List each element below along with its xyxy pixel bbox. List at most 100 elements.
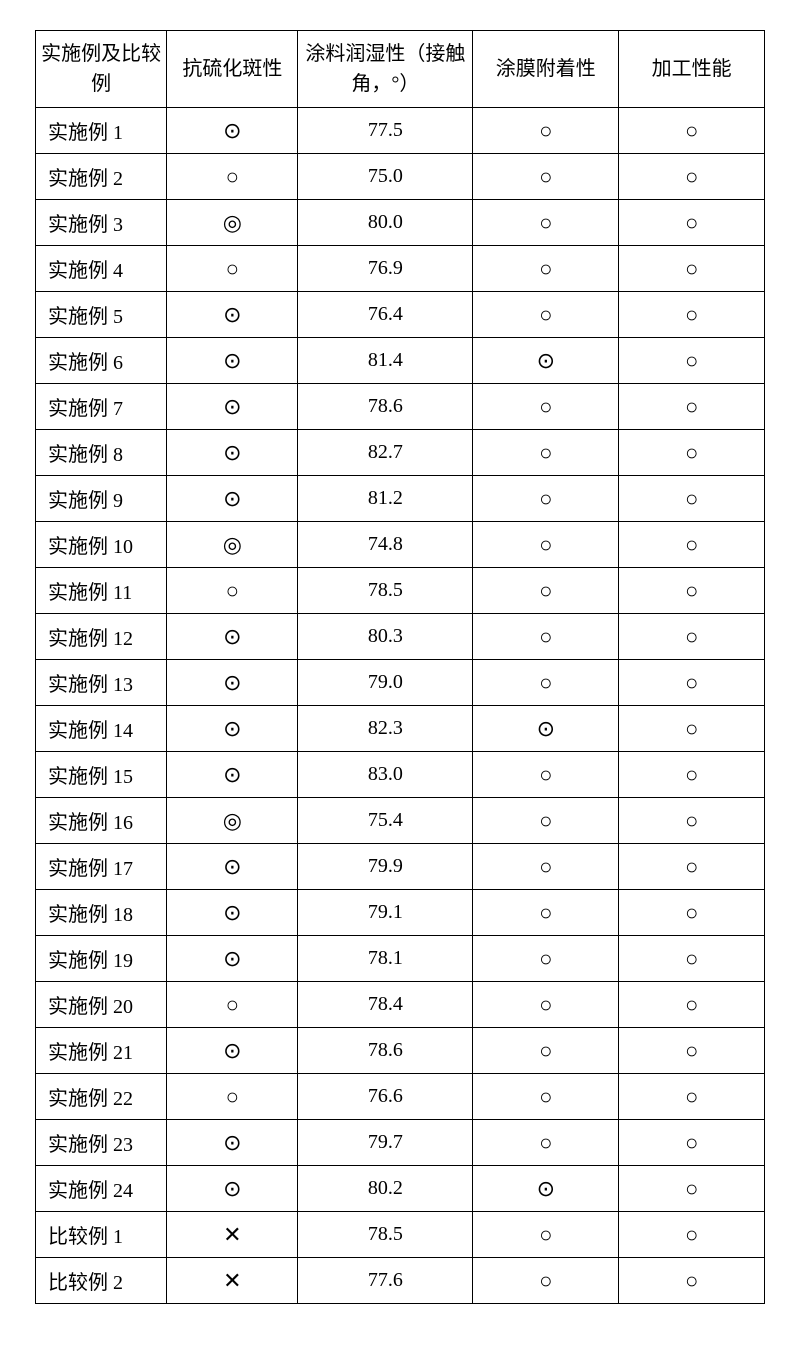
table-row: 实施例 9⊙81.2○○ (36, 476, 765, 522)
cell-name: 实施例 13 (36, 660, 167, 706)
cell-adhesion: ○ (473, 752, 619, 798)
cell-name: 实施例 16 (36, 798, 167, 844)
cell-processing: ○ (619, 200, 765, 246)
cell-contact-angle: 78.1 (298, 936, 473, 982)
cell-processing: ○ (619, 522, 765, 568)
cell-adhesion: ○ (473, 936, 619, 982)
cell-contact-angle: 76.6 (298, 1074, 473, 1120)
cell-sulfide-resistance: ○ (167, 568, 298, 614)
cell-processing: ○ (619, 476, 765, 522)
cell-name: 实施例 12 (36, 614, 167, 660)
table-row: 实施例 17⊙79.9○○ (36, 844, 765, 890)
cell-processing: ○ (619, 890, 765, 936)
header-col3: 涂料润湿性（接触角，°） (298, 31, 473, 108)
cell-contact-angle: 78.5 (298, 568, 473, 614)
cell-contact-angle: 80.0 (298, 200, 473, 246)
cell-contact-angle: 80.3 (298, 614, 473, 660)
table-row: 实施例 15⊙83.0○○ (36, 752, 765, 798)
cell-processing: ○ (619, 982, 765, 1028)
table-row: 实施例 11○78.5○○ (36, 568, 765, 614)
table-row: 实施例 2○75.0○○ (36, 154, 765, 200)
cell-processing: ○ (619, 798, 765, 844)
table-row: 实施例 21⊙78.6○○ (36, 1028, 765, 1074)
cell-contact-angle: 79.1 (298, 890, 473, 936)
cell-name: 实施例 17 (36, 844, 167, 890)
cell-name: 实施例 9 (36, 476, 167, 522)
cell-processing: ○ (619, 338, 765, 384)
cell-name: 实施例 5 (36, 292, 167, 338)
cell-name: 实施例 15 (36, 752, 167, 798)
cell-processing: ○ (619, 936, 765, 982)
cell-contact-angle: 78.6 (298, 384, 473, 430)
cell-contact-angle: 79.0 (298, 660, 473, 706)
cell-processing: ○ (619, 568, 765, 614)
cell-contact-angle: 77.5 (298, 108, 473, 154)
cell-adhesion: ○ (473, 108, 619, 154)
table-row: 实施例 6⊙81.4⊙○ (36, 338, 765, 384)
table-row: 比较例 1✕78.5○○ (36, 1212, 765, 1258)
cell-name: 实施例 8 (36, 430, 167, 476)
cell-adhesion: ⊙ (473, 338, 619, 384)
cell-name: 实施例 10 (36, 522, 167, 568)
cell-processing: ○ (619, 108, 765, 154)
table-row: 实施例 10◎74.8○○ (36, 522, 765, 568)
cell-sulfide-resistance: ○ (167, 1074, 298, 1120)
cell-sulfide-resistance: ◎ (167, 200, 298, 246)
cell-contact-angle: 81.4 (298, 338, 473, 384)
cell-sulfide-resistance: ⊙ (167, 706, 298, 752)
cell-sulfide-resistance: ⊙ (167, 752, 298, 798)
cell-adhesion: ○ (473, 660, 619, 706)
table-row: 实施例 22○76.6○○ (36, 1074, 765, 1120)
cell-contact-angle: 77.6 (298, 1258, 473, 1304)
cell-name: 实施例 1 (36, 108, 167, 154)
cell-contact-angle: 82.3 (298, 706, 473, 752)
table-row: 实施例 18⊙79.1○○ (36, 890, 765, 936)
cell-processing: ○ (619, 1258, 765, 1304)
cell-sulfide-resistance: ⊙ (167, 936, 298, 982)
cell-sulfide-resistance: ⊙ (167, 1166, 298, 1212)
table-row: 实施例 13⊙79.0○○ (36, 660, 765, 706)
cell-adhesion: ○ (473, 982, 619, 1028)
table-row: 实施例 1⊙77.5○○ (36, 108, 765, 154)
cell-sulfide-resistance: ⊙ (167, 1120, 298, 1166)
cell-processing: ○ (619, 660, 765, 706)
cell-contact-angle: 75.0 (298, 154, 473, 200)
cell-adhesion: ○ (473, 522, 619, 568)
cell-adhesion: ○ (473, 1212, 619, 1258)
table-row: 实施例 14⊙82.3⊙○ (36, 706, 765, 752)
cell-sulfide-resistance: ✕ (167, 1258, 298, 1304)
cell-sulfide-resistance: ⊙ (167, 338, 298, 384)
table-row: 实施例 16◎75.4○○ (36, 798, 765, 844)
cell-adhesion: ○ (473, 292, 619, 338)
cell-adhesion: ○ (473, 614, 619, 660)
cell-adhesion: ○ (473, 200, 619, 246)
cell-contact-angle: 80.2 (298, 1166, 473, 1212)
cell-processing: ○ (619, 844, 765, 890)
cell-name: 实施例 7 (36, 384, 167, 430)
cell-processing: ○ (619, 706, 765, 752)
table-row: 实施例 8⊙82.7○○ (36, 430, 765, 476)
cell-contact-angle: 78.5 (298, 1212, 473, 1258)
cell-processing: ○ (619, 430, 765, 476)
cell-processing: ○ (619, 1212, 765, 1258)
cell-sulfide-resistance: ◎ (167, 798, 298, 844)
table-row: 实施例 5⊙76.4○○ (36, 292, 765, 338)
cell-sulfide-resistance: ⊙ (167, 430, 298, 476)
table-row: 比较例 2✕77.6○○ (36, 1258, 765, 1304)
cell-name: 实施例 14 (36, 706, 167, 752)
table-row: 实施例 7⊙78.6○○ (36, 384, 765, 430)
cell-processing: ○ (619, 1074, 765, 1120)
cell-sulfide-resistance: ⊙ (167, 292, 298, 338)
cell-name: 实施例 6 (36, 338, 167, 384)
cell-sulfide-resistance: ⊙ (167, 614, 298, 660)
cell-adhesion: ○ (473, 1074, 619, 1120)
cell-contact-angle: 76.9 (298, 246, 473, 292)
cell-name: 实施例 22 (36, 1074, 167, 1120)
cell-name: 实施例 11 (36, 568, 167, 614)
cell-name: 实施例 3 (36, 200, 167, 246)
cell-contact-angle: 79.7 (298, 1120, 473, 1166)
cell-adhesion: ⊙ (473, 706, 619, 752)
cell-processing: ○ (619, 384, 765, 430)
table-row: 实施例 4○76.9○○ (36, 246, 765, 292)
cell-adhesion: ○ (473, 568, 619, 614)
